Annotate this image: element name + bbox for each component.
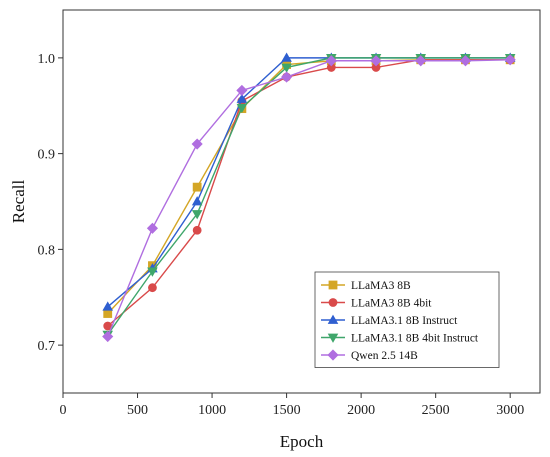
data-point <box>191 138 203 150</box>
series-line <box>107 57 511 308</box>
x-tick-label: 500 <box>127 403 148 418</box>
axis-ticks: 0 500 1000 1500 2000 2500 3000 0.7 0.8 0.9 1.0 <box>38 52 525 418</box>
data-point <box>191 210 203 220</box>
data-point <box>504 54 516 66</box>
data-point <box>192 182 202 192</box>
data-point <box>102 301 114 311</box>
data-series <box>102 52 516 343</box>
legend-marker <box>328 298 338 307</box>
data-point <box>281 71 293 83</box>
data-point <box>459 55 472 67</box>
data-point <box>102 330 114 343</box>
legend-marker <box>328 280 338 290</box>
data-point <box>281 52 292 62</box>
data-point <box>415 55 427 67</box>
data-point <box>148 283 157 293</box>
y-tick-label: 0.9 <box>38 148 56 163</box>
legend-item: LLaMA3.1 8B Instruct <box>321 314 458 327</box>
legend-marker <box>327 314 339 324</box>
x-tick-label: 0 <box>60 403 67 418</box>
y-tick-label: 0.7 <box>38 339 56 354</box>
legend-item: LLaMA3.1 8B 4bit Instruct <box>321 333 479 345</box>
plot-frame <box>62 9 541 394</box>
legend-marker <box>327 349 339 361</box>
y-axis-title: Recall <box>9 180 28 224</box>
legend-label: LLaMA3.1 8B 4bit Instruct <box>351 333 479 345</box>
x-tick-label: 2000 <box>347 403 375 418</box>
legend-item: LLaMA3 8B 4bit <box>321 298 432 310</box>
legend-box <box>314 271 500 368</box>
legend-item: LLaMA3 8B <box>321 280 411 292</box>
y-tick-label: 0.8 <box>38 243 56 258</box>
data-point <box>325 55 337 67</box>
data-point <box>191 196 203 206</box>
data-point <box>147 267 158 277</box>
legend-label: LLaMA3.1 8B Instruct <box>351 315 458 327</box>
x-tick-label: 2500 <box>422 403 450 418</box>
legend-marker <box>327 333 339 343</box>
x-tick-label: 1000 <box>198 403 226 418</box>
x-tick-label: 1500 <box>273 403 301 418</box>
legend-item: Qwen 2.5 14B <box>321 349 418 362</box>
data-point <box>236 103 248 114</box>
data-point <box>370 55 382 67</box>
data-point <box>146 222 159 234</box>
data-point <box>281 63 292 73</box>
y-tick-label: 1.0 <box>38 52 56 67</box>
x-tick-label: 3000 <box>496 403 524 418</box>
series-line <box>107 57 511 335</box>
legend-label: LLaMA3 8B 4bit <box>351 298 432 310</box>
legend-label: Qwen 2.5 14B <box>351 350 418 362</box>
series-qwen-2-5-14b <box>102 54 516 343</box>
legend: LLaMA3 8B LLaMA3 8B 4bit LLaMA3.1 8B Instr… <box>314 271 500 368</box>
data-point <box>192 225 202 235</box>
data-point <box>103 309 113 318</box>
series-line <box>107 59 511 337</box>
x-axis-title: Epoch <box>280 432 324 451</box>
legend-label: LLaMA3 8B <box>351 280 411 292</box>
data-point <box>236 93 248 103</box>
series-line <box>107 59 511 327</box>
data-point <box>236 84 248 96</box>
